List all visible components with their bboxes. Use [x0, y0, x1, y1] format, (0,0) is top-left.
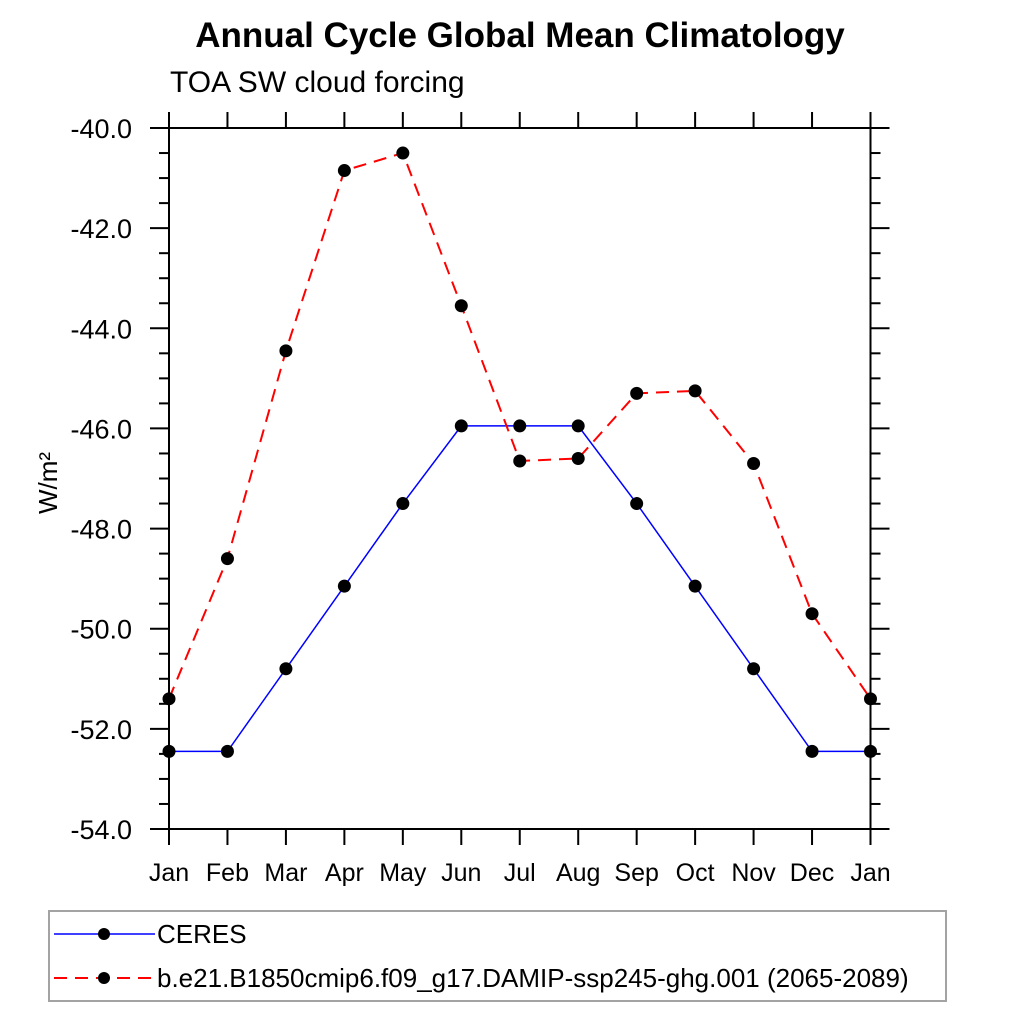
data-point-marker [396, 497, 410, 511]
x-axis-tick-label: Sep [614, 859, 658, 887]
legend-line-sample-model [54, 972, 155, 984]
legend-line-sample-ceres [54, 928, 155, 940]
data-point-marker [279, 662, 293, 676]
series-line-0 [169, 425, 871, 753]
data-point-marker [279, 344, 293, 358]
chart-title: Annual Cycle Global Mean Climatology [195, 16, 845, 55]
x-axis-tick-label: May [379, 859, 427, 887]
x-axis-tick-label: Dec [790, 859, 834, 887]
data-point-marker [337, 164, 351, 178]
x-axis-tick-label: Jun [441, 859, 481, 887]
data-point-marker [805, 744, 819, 758]
chart-subtitle: TOA SW cloud forcing [170, 66, 465, 99]
legend-label-ceres: CERES [157, 918, 247, 949]
data-point-marker [864, 744, 877, 758]
data-point-marker [688, 384, 702, 398]
legend-sample-marker [98, 972, 110, 984]
data-point-marker [688, 579, 702, 593]
data-point-marker [220, 552, 234, 566]
x-axis-tick-label: Jul [504, 859, 536, 887]
data-point-marker [162, 744, 176, 758]
data-point-marker [630, 386, 644, 400]
y-axis-tick-label: -50.0 [70, 615, 132, 645]
x-axis-tick-label: Apr [325, 859, 364, 887]
y-axis-tick-label: -52.0 [70, 715, 132, 745]
data-point-marker [630, 497, 644, 511]
x-axis-tick-label: Jan [149, 859, 189, 887]
y-axis-tick-label: -48.0 [70, 515, 132, 545]
data-point-marker [747, 456, 761, 470]
data-point-marker [571, 419, 585, 433]
data-point-marker [571, 451, 585, 465]
data-point-marker [747, 662, 761, 676]
legend-box: CERES b.e21.B1850cmip6.f09_g17.DAMIP-ssp… [48, 910, 947, 1002]
y-axis-tick-label: -44.0 [70, 314, 132, 344]
legend-entry-ceres: CERES [54, 912, 945, 956]
data-point-marker [513, 454, 527, 468]
data-point-marker [337, 579, 351, 593]
data-point-marker [454, 299, 468, 313]
data-point-marker [864, 692, 877, 706]
data-point-marker [162, 692, 176, 706]
data-point-marker [513, 419, 527, 433]
x-axis-tick-label: Mar [264, 859, 307, 887]
data-point-marker [220, 744, 234, 758]
x-axis-tick-label: Nov [731, 859, 776, 887]
x-axis-tick-label: Feb [206, 859, 249, 887]
x-axis-tick-label: Oct [676, 859, 715, 887]
data-point-marker [396, 146, 410, 160]
y-axis-tick-label: -40.0 [70, 114, 132, 144]
data-point-marker [805, 607, 819, 621]
data-point-marker [454, 419, 468, 433]
y-axis-tick-label: -42.0 [70, 214, 132, 244]
y-axis-tick-label: -46.0 [70, 414, 132, 444]
legend-sample-marker [98, 928, 110, 940]
x-axis-tick-label: Jan [850, 859, 890, 887]
x-axis-tick-label: Aug [556, 859, 600, 887]
y-axis-tick-label: -54.0 [70, 815, 132, 845]
legend-entry-model: b.e21.B1850cmip6.f09_g17.DAMIP-ssp245-gh… [54, 956, 945, 1000]
legend-label-model: b.e21.B1850cmip6.f09_g17.DAMIP-ssp245-gh… [157, 962, 909, 993]
